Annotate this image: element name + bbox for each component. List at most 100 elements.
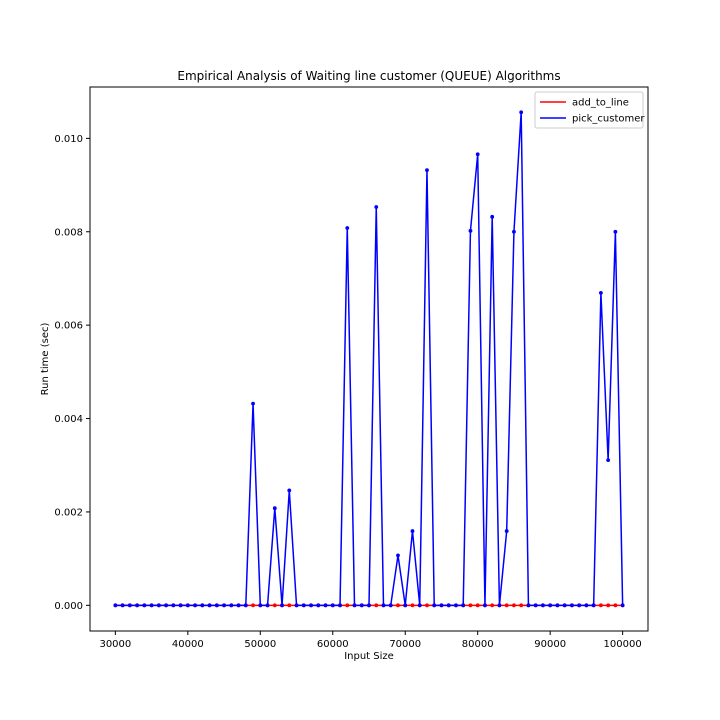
- data-point-pick-customer: [577, 603, 582, 608]
- data-point-pick-customer: [562, 603, 567, 608]
- y-tick-label: 0.006: [54, 321, 83, 332]
- data-point-pick-customer: [475, 152, 480, 157]
- data-point-pick-customer: [541, 603, 545, 608]
- data-point-add-to-line: [410, 603, 415, 608]
- data-point-pick-customer: [403, 603, 408, 608]
- data-point-pick-customer: [243, 603, 248, 608]
- data-point-add-to-line: [606, 603, 611, 608]
- data-point-pick-customer: [555, 603, 560, 608]
- data-point-pick-customer: [236, 603, 241, 608]
- data-point-pick-customer: [425, 168, 429, 173]
- data-point-pick-customer: [367, 603, 371, 608]
- data-point-pick-customer: [164, 603, 168, 608]
- data-point-pick-customer: [294, 603, 299, 608]
- data-point-pick-customer: [374, 205, 379, 209]
- data-point-add-to-line: [475, 603, 480, 608]
- x-tick-label: 100000: [604, 639, 642, 650]
- data-point-pick-customer: [214, 603, 219, 608]
- x-tick-label: 80000: [462, 639, 494, 650]
- x-tick-label: 30000: [99, 639, 131, 650]
- data-point-pick-customer: [171, 603, 176, 608]
- data-point-pick-customer: [490, 214, 495, 219]
- data-point-pick-customer: [417, 603, 422, 608]
- data-point-pick-customer: [461, 603, 466, 608]
- data-point-pick-customer: [272, 506, 277, 511]
- chart-title: Empirical Analysis of Waiting line custo…: [177, 69, 560, 83]
- x-axis-label: Input Size: [344, 651, 394, 662]
- data-point-pick-customer: [316, 603, 321, 608]
- data-point-pick-customer: [388, 603, 393, 608]
- data-point-pick-customer: [483, 603, 487, 608]
- x-tick-label: 70000: [389, 639, 421, 650]
- data-point-pick-customer: [113, 603, 118, 608]
- data-point-pick-customer: [149, 603, 154, 608]
- legend-label: pick_customer: [572, 114, 645, 125]
- x-tick-label: 60000: [317, 639, 349, 650]
- y-tick-label: 0.000: [54, 601, 83, 612]
- data-point-add-to-line: [613, 603, 618, 608]
- data-point-pick-customer: [251, 401, 255, 406]
- data-point-pick-customer: [280, 603, 284, 608]
- data-point-pick-customer: [185, 603, 190, 608]
- data-point-add-to-line: [519, 603, 524, 608]
- data-point-pick-customer: [533, 603, 538, 608]
- data-point-add-to-line: [345, 603, 350, 608]
- x-tick-label: 90000: [534, 639, 566, 650]
- series-line-pick-customer: [115, 111, 624, 607]
- data-point-pick-customer: [345, 226, 350, 230]
- data-point-pick-customer: [432, 603, 437, 608]
- data-point-pick-customer: [265, 603, 270, 608]
- data-point-pick-customer: [330, 603, 335, 608]
- data-point-pick-customer: [359, 603, 364, 608]
- data-point-add-to-line: [598, 603, 603, 608]
- data-point-pick-customer: [497, 603, 502, 608]
- data-point-pick-customer: [301, 603, 306, 608]
- plot-area: [113, 110, 625, 608]
- data-point-add-to-line: [396, 603, 400, 608]
- data-point-pick-customer: [142, 603, 147, 608]
- data-point-pick-customer: [526, 603, 531, 608]
- data-point-pick-customer: [338, 603, 342, 608]
- data-point-pick-customer: [120, 603, 125, 608]
- legend-box: [534, 91, 644, 129]
- data-point-pick-customer: [446, 603, 451, 608]
- data-point-pick-customer: [352, 603, 357, 608]
- data-point-pick-customer: [548, 603, 553, 608]
- y-tick-label: 0.004: [54, 414, 83, 425]
- data-point-pick-customer: [439, 603, 444, 608]
- y-axis-label: Run time (sec): [40, 323, 51, 396]
- data-point-pick-customer: [200, 603, 205, 608]
- x-tick-label: 40000: [172, 639, 204, 650]
- data-point-pick-customer: [207, 603, 212, 608]
- data-point-pick-customer: [193, 603, 197, 608]
- x-axis: 30000 40000 50000 60000 70000 80000 90000 10000…: [99, 631, 642, 650]
- data-point-pick-customer: [468, 228, 473, 233]
- y-tick-label: 0.010: [54, 134, 83, 145]
- data-point-pick-customer: [519, 110, 524, 115]
- legend: add_to_line pick_customer: [534, 91, 645, 129]
- data-point-pick-customer: [396, 553, 400, 558]
- data-point-pick-customer: [127, 603, 132, 608]
- data-point-add-to-line: [468, 603, 473, 608]
- data-point-pick-customer: [613, 229, 618, 234]
- plot-frame: [89, 86, 649, 632]
- data-point-pick-customer: [410, 529, 415, 533]
- data-point-add-to-line: [287, 603, 292, 608]
- data-point-pick-customer: [258, 603, 263, 608]
- data-point-add-to-line: [425, 603, 429, 608]
- data-point-add-to-line: [490, 603, 495, 608]
- data-point-pick-customer: [570, 603, 574, 608]
- data-point-pick-customer: [178, 603, 183, 608]
- data-point-pick-customer: [135, 603, 140, 608]
- data-point-pick-customer: [381, 603, 386, 608]
- data-point-pick-customer: [287, 488, 292, 493]
- data-point-add-to-line: [512, 603, 516, 608]
- data-point-pick-customer: [606, 458, 611, 462]
- data-point-pick-customer: [309, 603, 313, 608]
- data-point-add-to-line: [374, 603, 379, 608]
- data-point-pick-customer: [454, 603, 458, 608]
- y-tick-label: 0.002: [54, 507, 83, 518]
- y-tick-label: 0.008: [54, 227, 83, 238]
- data-point-pick-customer: [504, 529, 509, 533]
